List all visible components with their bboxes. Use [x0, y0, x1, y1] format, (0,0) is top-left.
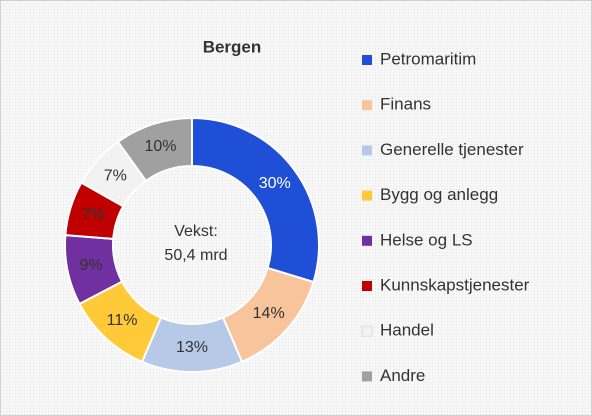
- legend-swatch: [362, 235, 372, 246]
- legend-label: Generelle tjenester: [380, 140, 524, 159]
- legend-label: Petromaritim: [380, 49, 476, 68]
- data-label: 7%: [82, 206, 105, 223]
- slice: [116, 116, 193, 183]
- data-label: 7%: [104, 167, 127, 184]
- legend-swatch: [362, 100, 372, 111]
- annotation: 50,4 mrd: [164, 247, 227, 264]
- data-label: 14%: [253, 305, 285, 322]
- data-label: 11%: [107, 312, 138, 329]
- legend-label: Finans: [380, 95, 431, 114]
- legend-label: Bygg og anlegg: [380, 185, 498, 204]
- annotation: Vekst:: [174, 223, 218, 240]
- data-label: 13%: [176, 339, 208, 356]
- legend-label: Helse og LS: [380, 230, 473, 249]
- legend-swatch: [362, 145, 372, 156]
- legend-swatch: [362, 371, 372, 382]
- legend-label: Andre: [380, 366, 425, 385]
- legend-label: Kunnskapstjenester: [380, 275, 530, 294]
- chart-title: Bergen: [203, 37, 262, 56]
- legend-label: Handel: [380, 321, 434, 340]
- legend-swatch: [362, 190, 372, 201]
- slice: [191, 116, 320, 284]
- legend-swatch: [362, 281, 372, 291]
- legend-swatch: [362, 55, 372, 65]
- data-label: 10%: [144, 138, 176, 155]
- data-label: 9%: [80, 257, 103, 274]
- legend-swatch: [361, 325, 373, 337]
- data-label: 30%: [259, 175, 291, 192]
